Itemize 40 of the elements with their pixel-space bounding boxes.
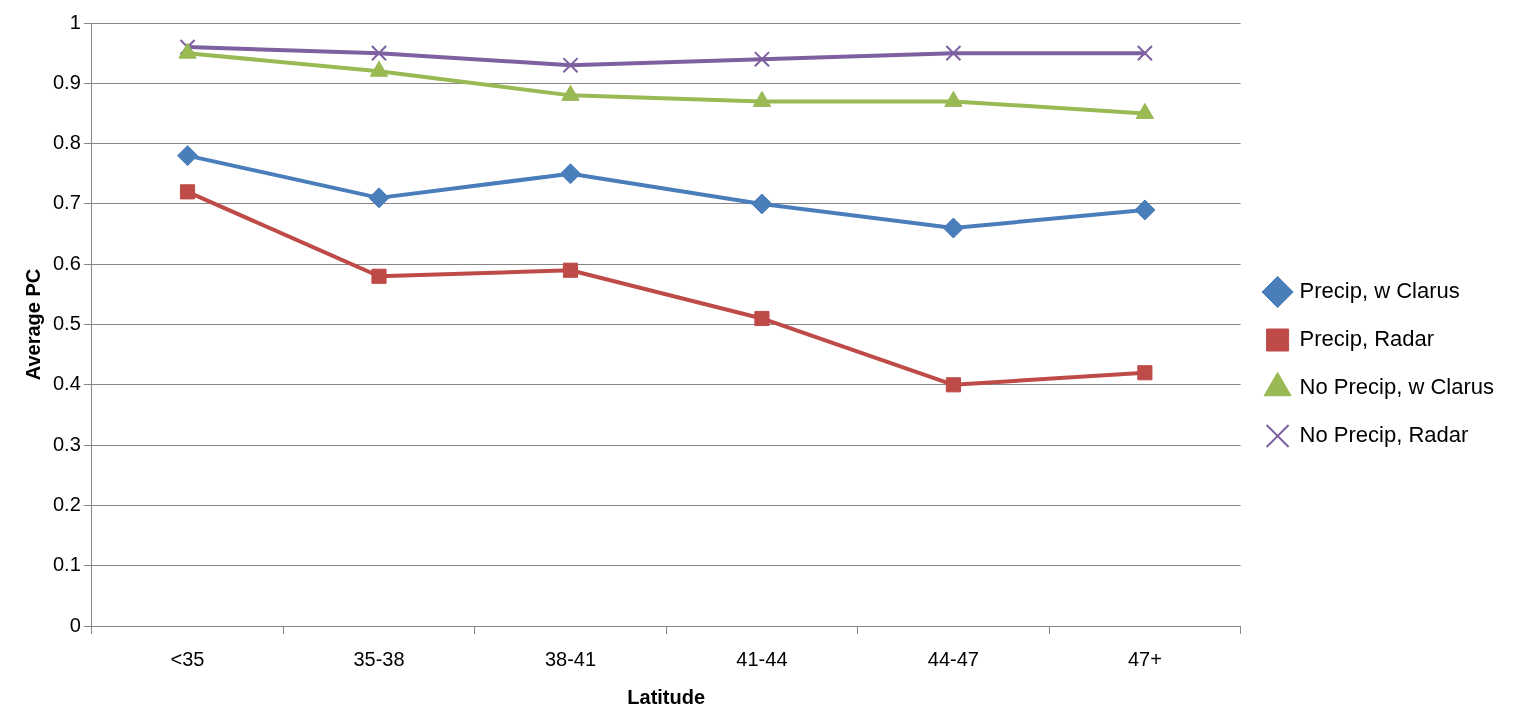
point [945, 45, 962, 62]
point [1134, 199, 1156, 221]
y-tick-label: 0.1 [52, 553, 81, 576]
x-tick-label: 41-44 [736, 647, 788, 670]
point [559, 163, 581, 185]
point [179, 184, 196, 200]
x-tick-label: <35 [170, 647, 205, 670]
point [177, 145, 199, 167]
legend-label: No Precip, w Clarus [1299, 374, 1494, 400]
point [562, 57, 579, 74]
x-tick-label: 38-41 [544, 647, 597, 670]
y-tick-label: 0.5 [52, 312, 81, 335]
y-tick-label: 0.2 [52, 492, 81, 515]
y-tick-label: 0.9 [52, 70, 81, 93]
y-tick-label: 0.4 [52, 372, 81, 395]
y-tick-label: 0.8 [52, 131, 81, 154]
point [942, 217, 964, 239]
point [371, 268, 387, 284]
point [368, 187, 390, 209]
point [370, 45, 388, 62]
point [1136, 45, 1153, 62]
y-tick-label: 0.3 [52, 432, 81, 455]
y-tick-label: 1 [69, 10, 81, 33]
point [754, 310, 770, 327]
point [562, 262, 579, 278]
x-tick-label: 47+ [1127, 647, 1162, 670]
x-tick-label: 44-47 [927, 647, 979, 670]
x-tick-label: 35-38 [353, 647, 405, 670]
y-tick-label: 0 [69, 613, 81, 636]
y-tick-label: 0.6 [52, 251, 81, 274]
point [1137, 365, 1153, 381]
legend-label: No Precip, Radar [1299, 422, 1469, 448]
point [945, 377, 961, 393]
y-tick-label: 0.7 [52, 191, 81, 214]
legend-label: Precip, w Clarus [1299, 278, 1460, 304]
legend-label: Precip, Radar [1299, 326, 1435, 352]
y-axis-title: Average PC [21, 268, 44, 381]
point [753, 51, 771, 68]
x-axis-title: Latitude [627, 685, 706, 708]
point [751, 193, 773, 215]
